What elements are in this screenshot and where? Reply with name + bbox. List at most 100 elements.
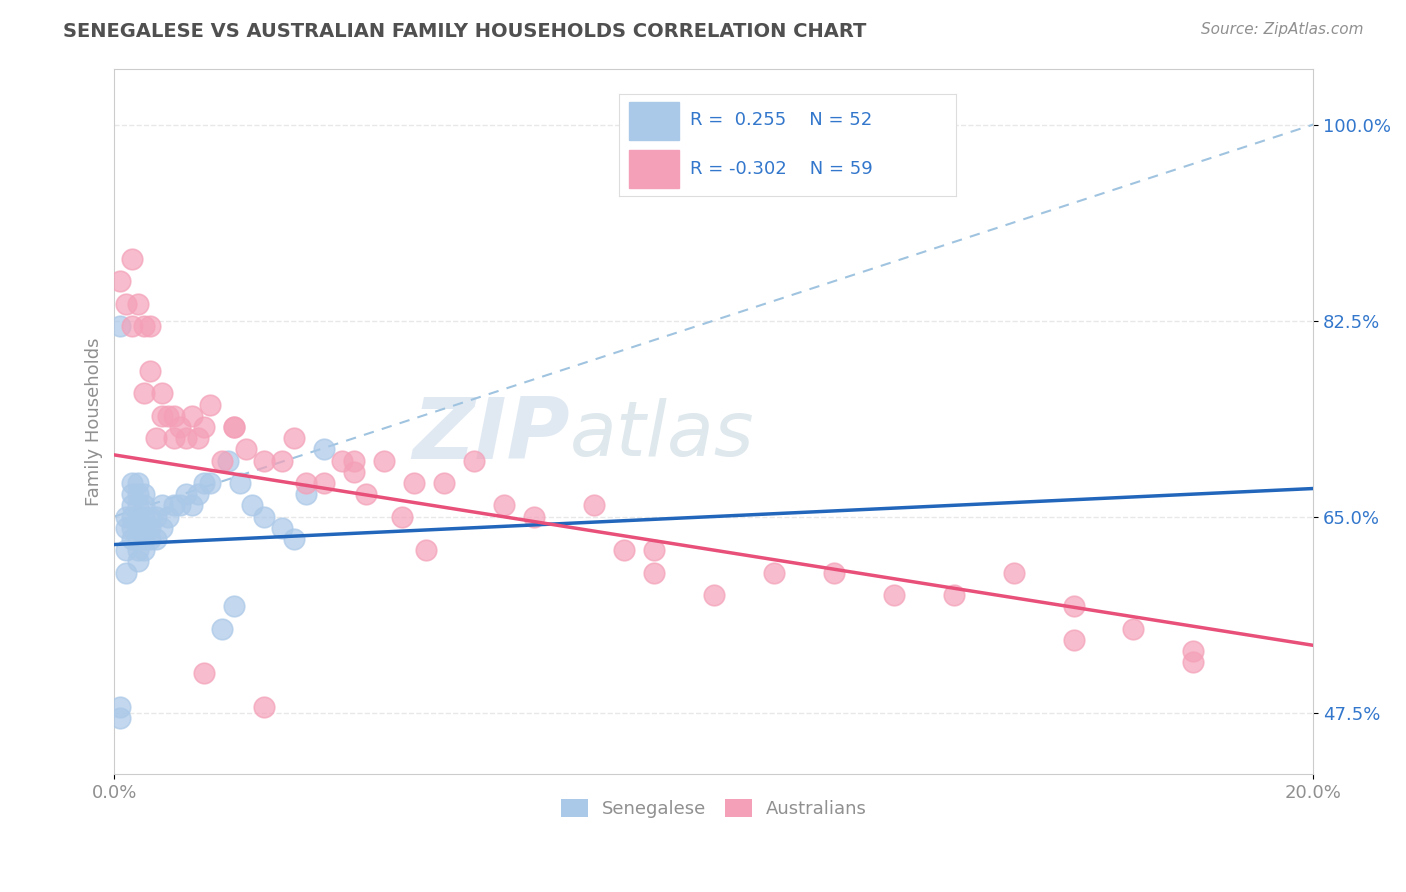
Point [391,509,413,524]
Text: R =  0.255    N = 52: R = 0.255 N = 52 [689,112,872,129]
Point [115,509,138,524]
Text: Source: ZipAtlas.com: Source: ZipAtlas.com [1201,22,1364,37]
Point [134,532,156,546]
Point [115,566,138,580]
Point [433,475,456,490]
Point [523,509,546,524]
Point [643,543,665,558]
Point [163,431,186,445]
Point [463,453,485,467]
Point [643,566,665,580]
Point [224,420,246,434]
Point [187,487,209,501]
Text: ZIP: ZIP [412,394,569,477]
Point [121,532,143,546]
Point [145,509,167,524]
Point [703,588,725,602]
Point [134,509,156,524]
Point [127,296,149,310]
Point [121,509,143,524]
Point [762,566,785,580]
Point [134,386,156,401]
Point [240,499,263,513]
Point [121,499,143,513]
Point [200,398,222,412]
Point [121,487,143,501]
Point [217,453,239,467]
Point [823,566,845,580]
Text: atlas: atlas [569,399,755,473]
Point [354,487,377,501]
Point [127,554,149,568]
Point [134,319,156,334]
Point [127,521,149,535]
Point [1182,644,1205,658]
Point [110,711,132,725]
Point [373,453,395,467]
Point [582,499,605,513]
Point [157,509,180,524]
Point [253,453,276,467]
Point [163,499,186,513]
Point [883,588,905,602]
Point [314,442,336,457]
Point [330,453,353,467]
Point [150,521,173,535]
Point [134,499,156,513]
Legend: Senegalese, Australians: Senegalese, Australians [554,791,875,825]
Point [134,487,156,501]
Point [492,499,515,513]
Point [121,319,143,334]
Point [121,252,143,266]
Point [115,296,138,310]
Point [613,543,636,558]
Point [193,420,215,434]
Point [253,700,276,714]
Point [271,453,294,467]
Point [139,319,162,334]
Point [110,274,132,288]
Point [115,543,138,558]
Point [150,409,173,423]
Point [121,521,143,535]
Point [127,475,149,490]
Point [176,431,198,445]
Point [169,420,191,434]
Point [343,465,366,479]
Point [211,453,233,467]
Point [115,521,138,535]
Point [157,409,180,423]
Point [134,543,156,558]
Point [187,431,209,445]
Text: R = -0.302    N = 59: R = -0.302 N = 59 [689,160,872,178]
Point [139,509,162,524]
Point [224,599,246,614]
Text: SENEGALESE VS AUSTRALIAN FAMILY HOUSEHOLDS CORRELATION CHART: SENEGALESE VS AUSTRALIAN FAMILY HOUSEHOL… [63,22,866,41]
Point [200,475,222,490]
Point [283,431,305,445]
Point [176,487,198,501]
Point [110,319,132,334]
Point [181,409,204,423]
Point [127,487,149,501]
FancyBboxPatch shape [628,150,679,188]
Point [139,364,162,378]
Point [169,499,191,513]
Y-axis label: Family Households: Family Households [86,337,103,506]
Point [1182,655,1205,669]
Point [415,543,437,558]
Point [193,666,215,681]
Point [942,588,965,602]
Point [1002,566,1025,580]
Point [127,543,149,558]
Point [150,499,173,513]
Point [139,532,162,546]
Point [145,532,167,546]
Point [1122,622,1144,636]
FancyBboxPatch shape [628,102,679,140]
Point [343,453,366,467]
Point [181,499,204,513]
Point [271,521,294,535]
Point [314,475,336,490]
Point [139,521,162,535]
